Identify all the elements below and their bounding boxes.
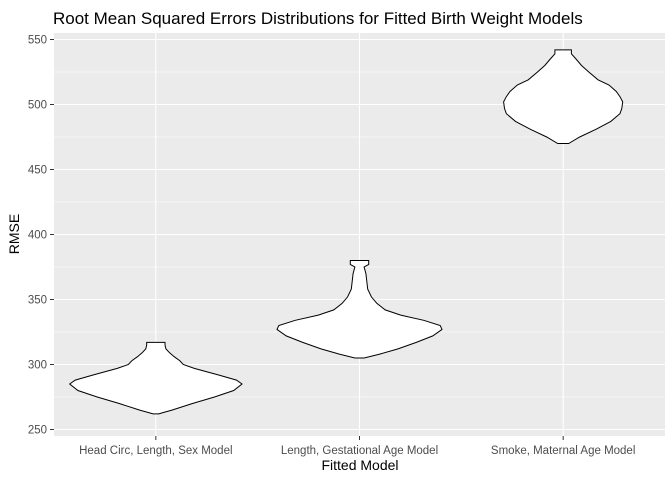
y-tick-label: 350 — [28, 295, 47, 307]
chart-title: Root Mean Squared Errors Distributions f… — [53, 9, 583, 28]
x-axis: Head Circ, Length, Sex Model Length, Gest… — [79, 436, 635, 457]
y-tick-label: 250 — [28, 425, 47, 437]
x-tick-label: Head Circ, Length, Sex Model — [79, 445, 232, 457]
y-tick-label: 550 — [28, 35, 47, 47]
y-axis: 250 300 350 400 450 500 550 — [28, 35, 54, 437]
x-tick-label: Smoke, Maternal Age Model — [491, 445, 635, 457]
y-tick-label: 450 — [28, 165, 47, 177]
violins — [68, 49, 624, 415]
y-tick-label: 300 — [28, 360, 47, 372]
violin-1 — [68, 341, 243, 415]
x-axis-title: Fitted Model — [321, 457, 398, 473]
y-tick-label: 400 — [28, 230, 47, 242]
y-axis-title: RMSE — [6, 214, 22, 254]
x-tick-label: Length, Gestational Age Model — [281, 445, 438, 457]
violin-3 — [503, 49, 624, 144]
y-tick-label: 500 — [28, 100, 47, 112]
violin-2 — [276, 260, 443, 359]
